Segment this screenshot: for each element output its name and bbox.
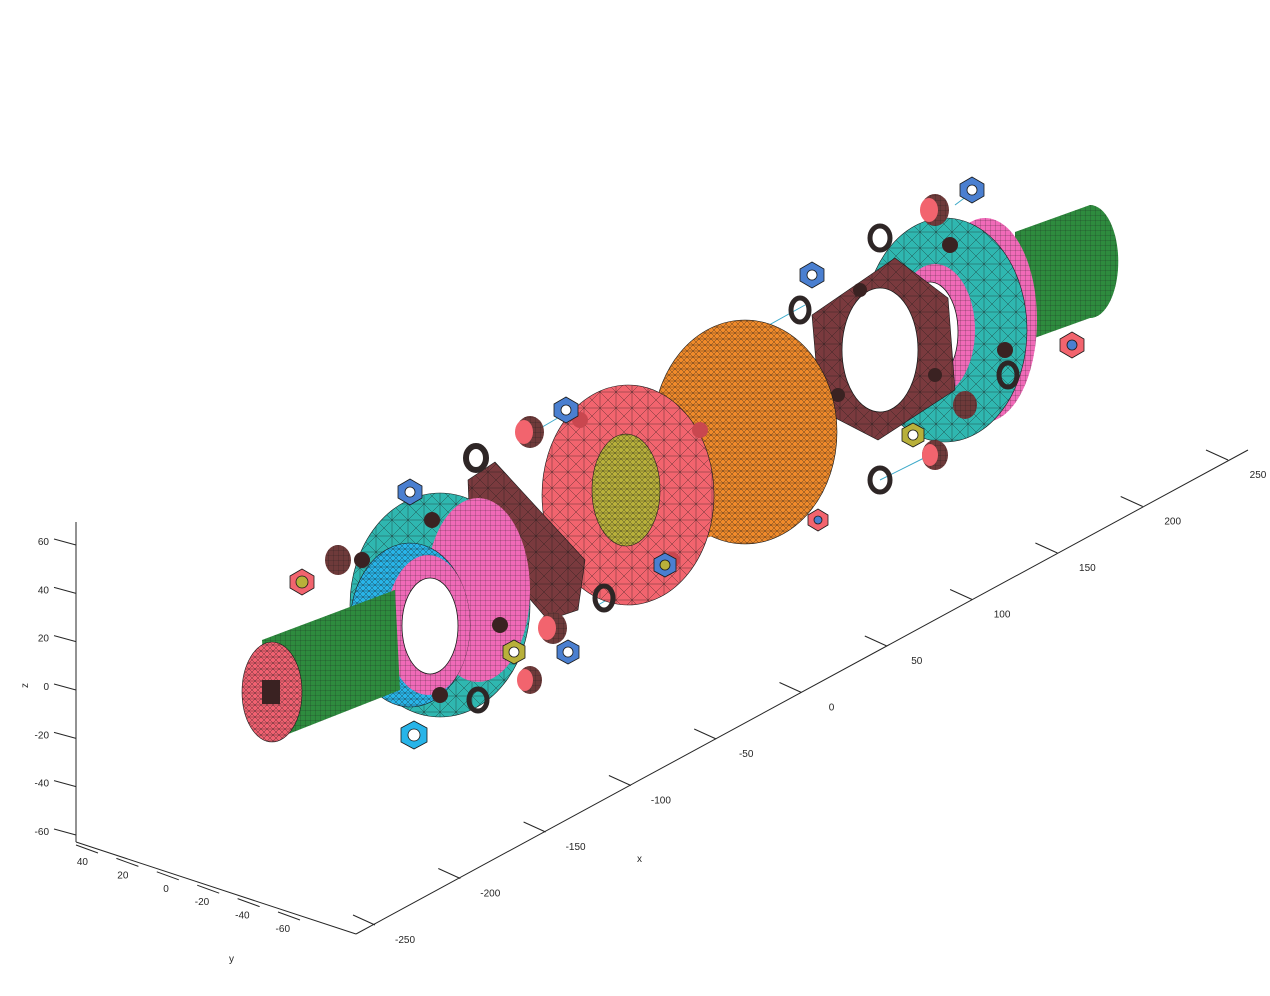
x-axis-tick-mark <box>1035 542 1058 554</box>
right-spider <box>811 257 956 441</box>
y-axis-tick-mark <box>197 884 220 894</box>
z-axis-tick-label: 0 <box>43 682 49 693</box>
y-axis-tick-label: -20 <box>195 897 210 908</box>
y-axis-tick-mark <box>237 898 260 908</box>
x-axis-tick-label: -200 <box>480 889 500 900</box>
x-axis-ticks: -250 -200 -150 -100 -50 0 50 100 150 200 250 <box>352 449 1267 946</box>
right-shaft <box>1015 205 1119 345</box>
y-axis-tick-mark <box>156 871 179 881</box>
x-axis-tick-mark <box>352 914 376 926</box>
x-axis-tick-label: 50 <box>911 656 923 667</box>
z-axis-tick-label: -20 <box>35 730 50 741</box>
x-axis-line <box>355 449 1249 935</box>
hex-nuts <box>289 176 1085 750</box>
z-axis-tick-label: -60 <box>35 827 50 838</box>
y-axis-tick-label: 20 <box>117 870 129 881</box>
x-axis-tick-label: -50 <box>739 749 754 760</box>
z-axis-tick-mark <box>53 828 77 836</box>
coupling-assembly <box>241 176 1119 750</box>
z-axis-tick-mark <box>53 538 77 546</box>
z-axis-tick-label: 60 <box>38 537 50 548</box>
x-axis-tick-label: 0 <box>829 703 835 714</box>
z-axis-tick-label: 40 <box>38 585 50 596</box>
x-axis-tick-label: 250 <box>1250 470 1267 481</box>
x-axis-tick-mark <box>779 682 802 693</box>
x-axis-tick-mark <box>864 635 888 647</box>
y-axis-label: y <box>229 954 234 965</box>
y-axis-tick-mark <box>277 911 301 921</box>
x-axis-tick-mark <box>693 728 717 740</box>
washers <box>463 223 1020 714</box>
z-axis-tick-mark <box>53 635 77 643</box>
x-axis-tick-label: 200 <box>1164 517 1181 528</box>
x-axis-tick-mark <box>1120 496 1143 507</box>
x-axis-label: x <box>637 854 642 865</box>
x-axis-tick-label: -250 <box>395 935 415 946</box>
y-axis-tick-mark <box>75 844 99 854</box>
x-axis-tick-mark <box>608 775 632 786</box>
z-axis-tick-label: 20 <box>38 634 50 645</box>
z-axis-tick-mark <box>53 780 77 788</box>
center-hub <box>541 319 838 606</box>
z-axis-tick-mark <box>53 731 77 739</box>
y-axis-ticks: 40 20 0 -20 -40 -60 <box>75 844 301 935</box>
z-axis-tick-label: -40 <box>35 779 50 790</box>
z-axis-ticks: 60 40 20 0 -20 -40 -60 <box>35 537 77 838</box>
y-axis-tick-label: 0 <box>163 884 169 895</box>
y-axis-line <box>75 841 357 935</box>
x-axis-tick-mark <box>523 821 546 833</box>
z-axis-label: z <box>20 683 31 688</box>
x-axis-tick-label: -150 <box>566 842 586 853</box>
y-axis-tick-label: -40 <box>235 911 250 922</box>
left-shaft <box>241 590 400 743</box>
x-axis-tick-mark <box>949 589 973 600</box>
x-axis-tick-mark <box>1205 449 1229 461</box>
z-axis-tick-mark <box>53 683 77 691</box>
z-axis-tick-mark <box>53 586 77 594</box>
axes-frame <box>75 449 1249 935</box>
y-axis-tick-label: -60 <box>276 924 291 935</box>
x-axis-tick-label: 100 <box>994 610 1011 621</box>
bolt-heads <box>325 194 977 694</box>
x-axis-tick-mark <box>438 868 461 879</box>
x-axis-tick-label: 150 <box>1079 563 1096 574</box>
y-axis-tick-label: 40 <box>77 857 89 868</box>
y-axis-tick-mark <box>116 857 139 867</box>
x-axis-tick-label: -100 <box>651 796 671 807</box>
